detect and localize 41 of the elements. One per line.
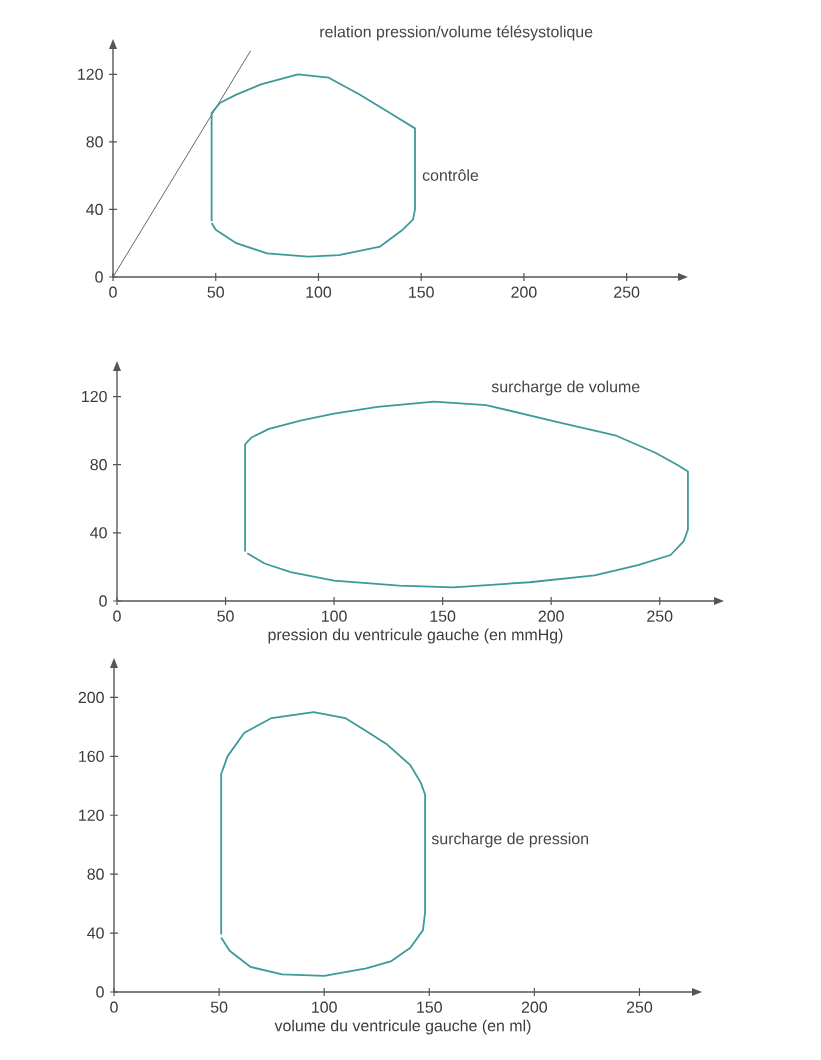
y-tick-label: 80: [90, 459, 107, 471]
text: relation pression/volume télésystolique: [320, 25, 593, 41]
x-tick-label: 100: [322, 610, 347, 622]
line-series: [220, 711, 426, 977]
series-label: surcharge de pression: [431, 832, 589, 848]
y-tick-label: 40: [90, 527, 107, 539]
x-axis-title: pression du ventricule gauche (en mmHg): [268, 628, 563, 644]
y-tick-label: 160: [79, 750, 104, 763]
x-tick-label: 250: [614, 286, 640, 298]
x-tick-label: 200: [538, 610, 564, 622]
x-tick-label: 150: [430, 610, 456, 622]
x-axis-title: volume du ventricule gauche (en ml): [274, 1019, 531, 1035]
y-tick-label: 0: [95, 271, 103, 283]
x-tick-label: 150: [409, 286, 434, 298]
x-tick-label: 0: [113, 610, 121, 622]
series-label: contrôle: [422, 169, 479, 181]
line-series: [210, 73, 416, 258]
x-tick-label: 100: [312, 1001, 337, 1013]
y-tick-label: 200: [78, 691, 104, 704]
y-tick-label: 0: [96, 986, 104, 998]
line-series: [244, 400, 689, 589]
x-tick-label: 250: [626, 1001, 653, 1013]
y-tick-label: 120: [82, 390, 107, 403]
y-tick-label: 80: [86, 136, 103, 148]
y-tick-label: 80: [87, 868, 104, 880]
x-tick-label: 100: [306, 286, 332, 298]
y-tick-label: 120: [78, 68, 103, 80]
x-tick-label: 250: [647, 610, 673, 622]
x-tick-label: 50: [210, 1001, 228, 1013]
x-tick-label: 0: [109, 286, 117, 298]
y-tick-label: 0: [99, 595, 107, 607]
x-tick-label: 50: [207, 286, 224, 298]
x-tick-label: 150: [417, 1001, 442, 1013]
x-tick-label: 0: [110, 1001, 118, 1013]
y-tick-label: 120: [79, 809, 104, 821]
y-tick-label: 40: [86, 203, 103, 216]
y-tick-label: 40: [87, 927, 104, 939]
x-tick-label: 200: [521, 1001, 548, 1013]
x-tick-label: 50: [217, 610, 234, 622]
x-tick-label: 200: [511, 286, 537, 298]
series-label: surcharge de volume: [491, 380, 640, 396]
